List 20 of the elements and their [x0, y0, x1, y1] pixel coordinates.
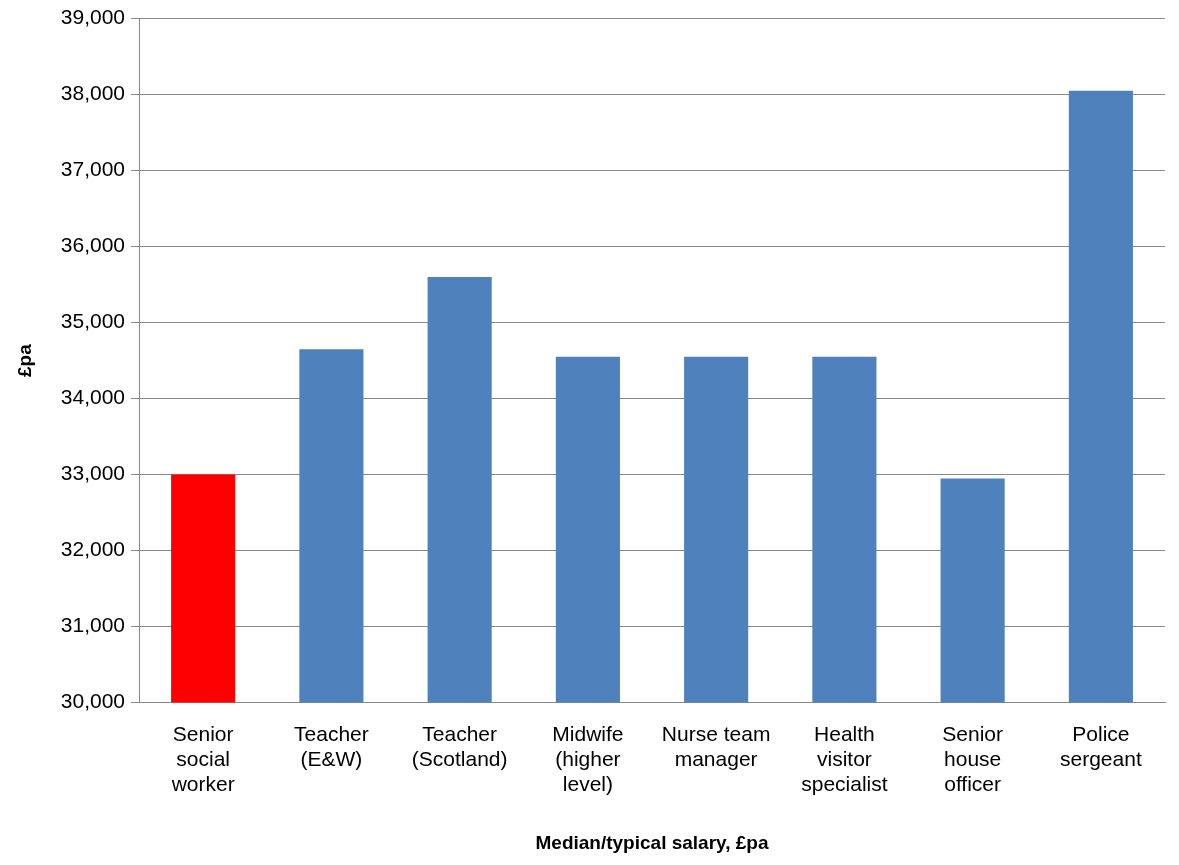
x-tick-label: Nurse team manager: [661, 722, 771, 771]
x-tick-label: Health visitor specialist: [801, 722, 888, 796]
y-axis-title: £pa: [13, 343, 35, 377]
x-tick-label: Teacher (Scotland): [411, 722, 508, 771]
y-tick-label: 31,000: [60, 613, 126, 637]
x-tick-label: Teacher (E&W): [294, 722, 369, 771]
x-tick-label: Midwife (higher level): [552, 722, 624, 796]
y-tick-label: 35,000: [60, 309, 126, 333]
x-tick-label: Senior house officer: [942, 722, 1003, 796]
y-tick-label: 38,000: [60, 81, 126, 105]
y-tick-label: 30,000: [60, 689, 126, 713]
y-tick-label: 34,000: [60, 385, 126, 409]
x-tick-label: Police sergeant: [1060, 722, 1142, 771]
y-tick-label: 32,000: [60, 537, 126, 561]
y-tick-label: 36,000: [60, 233, 126, 257]
x-tick-label: Senior social worker: [170, 722, 235, 796]
y-tick-label: 37,000: [60, 157, 126, 181]
y-tick-label: 39,000: [60, 5, 126, 29]
x-axis-title: Median/typical salary, £pa: [535, 831, 769, 853]
y-tick-label: 33,000: [60, 461, 126, 485]
